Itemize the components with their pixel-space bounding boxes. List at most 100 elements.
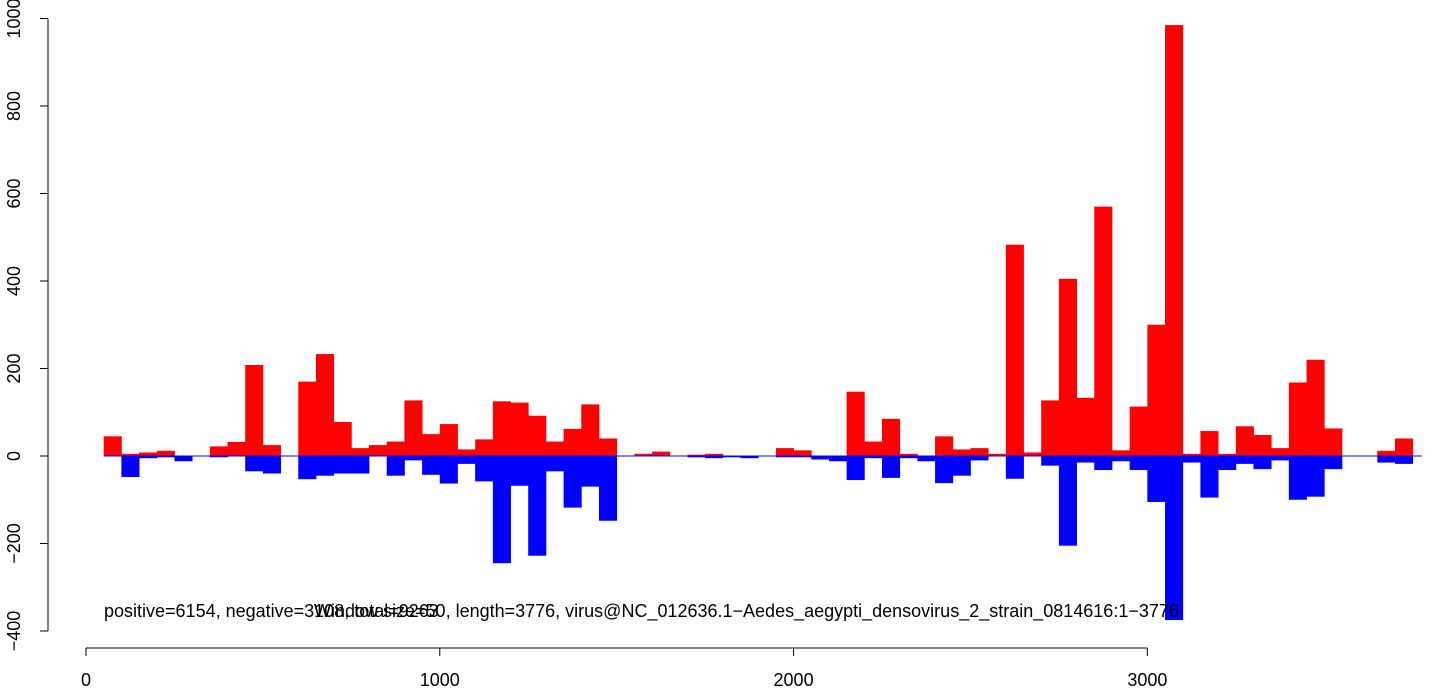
negative-bar xyxy=(1306,456,1325,497)
negative-bar xyxy=(545,456,564,472)
negative-bar xyxy=(386,456,405,476)
positive-bar xyxy=(439,424,458,456)
positive-bar xyxy=(404,400,423,456)
negative-bars xyxy=(121,456,1414,621)
positive-bar xyxy=(1235,426,1254,456)
positive-bar xyxy=(1005,244,1024,456)
negative-bar xyxy=(333,456,352,474)
positive-bar xyxy=(793,450,812,456)
positive-bar xyxy=(475,439,494,457)
y-tick-label: 0 xyxy=(4,451,24,461)
negative-bar xyxy=(457,456,476,464)
positive-bar xyxy=(1288,382,1307,456)
negative-bar xyxy=(740,456,759,459)
negative-bar xyxy=(1005,456,1024,479)
positive-bar xyxy=(864,441,883,456)
negative-bar xyxy=(1147,456,1166,502)
positive-bar xyxy=(652,451,671,457)
positive-bar xyxy=(315,354,335,456)
negative-bar xyxy=(1094,456,1113,470)
positive-bar xyxy=(775,448,794,457)
negative-bar xyxy=(581,456,600,487)
negative-bar xyxy=(793,456,812,458)
positive-bar xyxy=(970,448,989,457)
negative-bar xyxy=(970,456,989,461)
positive-bar xyxy=(139,452,158,456)
negative-bar xyxy=(1218,456,1237,470)
y-tick-label: 400 xyxy=(4,266,24,296)
positive-bar xyxy=(1094,206,1113,457)
negative-bar xyxy=(156,456,175,458)
positive-bar xyxy=(1306,359,1325,456)
negative-bar xyxy=(351,456,370,474)
positive-bar xyxy=(1129,406,1148,456)
positive-bars xyxy=(103,25,1414,457)
negative-bar xyxy=(775,456,794,458)
x-tick-label: 3000 xyxy=(1127,670,1167,690)
positive-bar xyxy=(687,454,706,456)
negative-bar xyxy=(899,456,918,459)
positive-bar xyxy=(581,404,600,457)
y-tick-label: 800 xyxy=(4,91,24,121)
negative-bar xyxy=(1235,456,1254,464)
positive-bar xyxy=(510,402,529,457)
annotation-totals: positive=6154, negative=3108, total=9263 xyxy=(104,601,439,621)
positive-bar xyxy=(952,449,971,456)
negative-bar xyxy=(298,456,317,480)
negative-bar xyxy=(705,456,724,459)
x-tick-label: 2000 xyxy=(774,670,814,690)
positive-bar xyxy=(1182,453,1201,456)
negative-bar xyxy=(1076,456,1095,463)
negative-bar xyxy=(139,456,158,459)
positive-bar xyxy=(1324,428,1343,456)
positive-bar xyxy=(1271,448,1290,457)
positive-bar xyxy=(245,365,264,456)
negative-bar xyxy=(722,456,741,458)
negative-bar xyxy=(563,456,582,508)
positive-bar xyxy=(1165,25,1184,457)
negative-bar xyxy=(1111,456,1131,462)
positive-bar xyxy=(882,418,901,456)
negative-bar xyxy=(510,456,529,486)
negative-bar xyxy=(528,456,547,556)
positive-bar xyxy=(333,421,352,457)
positive-bar xyxy=(209,446,228,457)
positive-bar xyxy=(1023,452,1042,456)
positive-bar xyxy=(156,450,175,456)
negative-bar xyxy=(492,456,511,564)
positive-bar xyxy=(121,453,140,456)
positive-bar xyxy=(846,391,865,456)
positive-bar xyxy=(492,401,511,456)
negative-bar xyxy=(439,456,458,484)
negative-bar xyxy=(1200,456,1219,498)
positive-bar xyxy=(298,381,317,457)
negative-bar xyxy=(1394,456,1414,464)
negative-bar xyxy=(917,456,936,462)
negative-bar xyxy=(174,456,193,462)
positive-bar xyxy=(935,436,954,456)
positive-bar xyxy=(103,436,122,456)
negative-bar xyxy=(864,456,883,459)
positive-bar xyxy=(227,442,246,456)
positive-bar xyxy=(369,445,388,456)
negative-bar xyxy=(687,456,706,458)
negative-bar xyxy=(1377,456,1396,463)
positive-bar xyxy=(563,428,582,457)
negative-bar xyxy=(882,456,901,478)
negative-bar xyxy=(1288,456,1307,500)
y-tick-label: −200 xyxy=(4,523,24,564)
negative-bar xyxy=(121,456,140,477)
negative-bar xyxy=(1165,456,1184,621)
negative-bar xyxy=(245,456,264,472)
x-axis: 0 1000 2000 3000 xyxy=(81,647,1167,690)
negative-bar xyxy=(1182,456,1201,463)
positive-bar xyxy=(1076,397,1095,456)
negative-bar xyxy=(598,456,618,521)
positive-bar xyxy=(1200,431,1219,456)
positive-bar xyxy=(1253,435,1272,456)
positive-bar xyxy=(1147,324,1166,456)
negative-bar xyxy=(846,456,865,481)
x-tick-label: 1000 xyxy=(420,670,460,690)
x-tick-label: 0 xyxy=(81,670,91,690)
